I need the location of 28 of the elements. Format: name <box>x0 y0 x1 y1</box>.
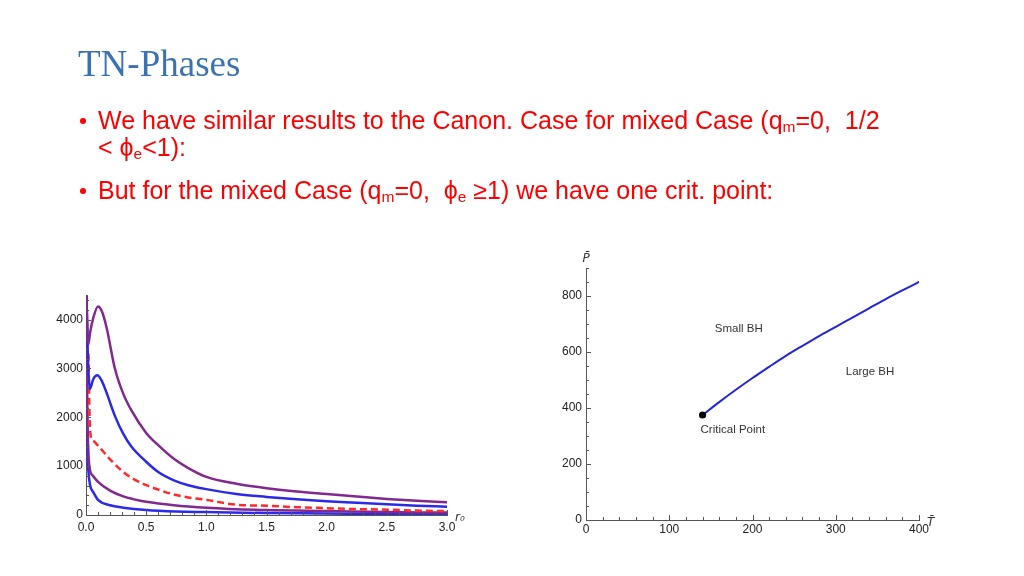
chart-title: TN-Phases <box>78 43 241 85</box>
y-tick-label: 4000 <box>56 311 84 326</box>
x-tick-label: 2.0 <box>318 519 336 534</box>
x-tick-label: 200 <box>742 521 763 536</box>
x-tick-label: 1.5 <box>258 519 276 534</box>
text: We have similar results to the Canon. Case for mixed Case (q$_{m}$=0, 1/2 < ϕ$_{e}$<1): <box>98 106 880 163</box>
x-tick-label: 3.0 <box>438 519 456 534</box>
annotation: Critical Point <box>700 422 766 435</box>
y-tick-label: 200 <box>561 456 583 471</box>
x-tick-label: 1.0 <box>197 519 215 534</box>
x-tick-label: 400 <box>908 521 930 536</box>
y-tick-label: 0 <box>76 507 84 522</box>
y-tick-label: 3000 <box>56 360 84 375</box>
annotation: Small BH <box>714 321 763 334</box>
chart-subtitle: But for the mixed Case (q$_{m}$=0, ϕ$_{e}$ ≥1) we have one crit. point: <box>98 176 774 206</box>
x-tick-label: 0.5 <box>137 519 155 534</box>
x-tick-label: 0.0 <box>77 519 95 534</box>
x-tick-label: 2.5 <box>378 519 396 534</box>
x-axis-title: r₀ <box>455 510 465 525</box>
y-tick-label: 400 <box>561 400 583 415</box>
y-tick-label: 600 <box>561 344 583 359</box>
x-tick-label: 100 <box>659 521 680 536</box>
y-tick-label: 1000 <box>56 458 84 473</box>
y-axis-title: P̄ <box>582 250 591 266</box>
annotation: Large BH <box>845 365 895 378</box>
y-tick-label: 800 <box>561 288 583 303</box>
x-tick-label: 300 <box>825 521 847 536</box>
y-tick-label: 2000 <box>56 409 84 424</box>
